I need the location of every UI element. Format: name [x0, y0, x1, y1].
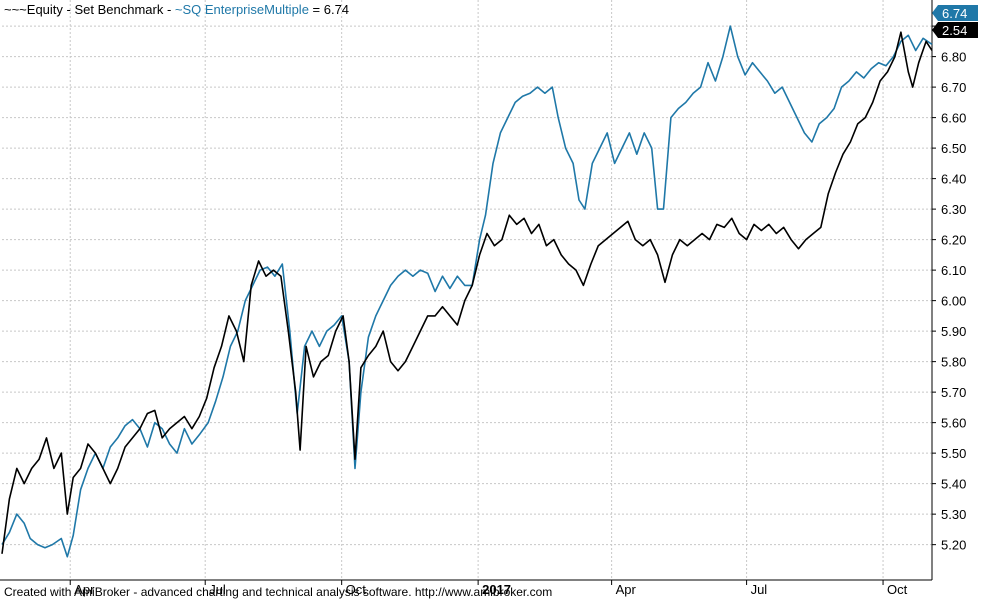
y-tick-label: 6.60	[941, 111, 966, 126]
footer-credit: Created with AmiBroker - advanced charti…	[4, 585, 553, 599]
benchmark-series-value: = 6.74	[308, 2, 350, 17]
y-tick-label: 5.30	[941, 507, 966, 522]
y-tick-label: 5.60	[941, 416, 966, 431]
y-tick-label: 6.20	[941, 233, 966, 248]
benchmark-series-line	[1, 25, 933, 558]
grid-lines	[2, 0, 932, 580]
x-tick-label: Apr	[616, 582, 637, 597]
equity-last-value-badge	[932, 22, 978, 38]
x-tick-label: Oct	[346, 582, 367, 597]
benchmark-last-value-label: 6.74	[942, 6, 967, 21]
y-tick-label: 6.40	[941, 172, 966, 187]
y-tick-label: 6.10	[941, 263, 966, 278]
chart-title: ~~~Equity - Set Benchmark - ~SQ Enterpri…	[4, 2, 349, 17]
y-tick-label: 5.90	[941, 324, 966, 339]
y-tick-label: 5.20	[941, 538, 966, 553]
benchmark-last-value-badge	[932, 5, 978, 21]
x-tick-label: Jul	[209, 582, 226, 597]
equity-series-line	[1, 31, 933, 554]
y-tick-label: 6.50	[941, 141, 966, 156]
y-tick-label: 5.80	[941, 355, 966, 370]
y-tick-label: 6.70	[941, 80, 966, 95]
chart-title-main: ~~~Equity - Set Benchmark -	[4, 2, 175, 17]
benchmark-series-name: ~SQ EnterpriseMultiple	[174, 2, 309, 17]
x-tick-label: Apr	[74, 582, 95, 597]
y-tick-label: 6.80	[941, 50, 966, 65]
x-tick-label: Jul	[751, 582, 768, 597]
equity-last-value-label: 2.54	[942, 23, 967, 38]
y-tick-label: 5.50	[941, 446, 966, 461]
y-tick-label: 5.40	[941, 477, 966, 492]
x-tick-label: Oct	[887, 582, 908, 597]
x-tick-label: 2017	[482, 582, 511, 597]
y-tick-label: 6.30	[941, 202, 966, 217]
y-tick-label: 5.70	[941, 385, 966, 400]
y-tick-label: 6.00	[941, 294, 966, 309]
